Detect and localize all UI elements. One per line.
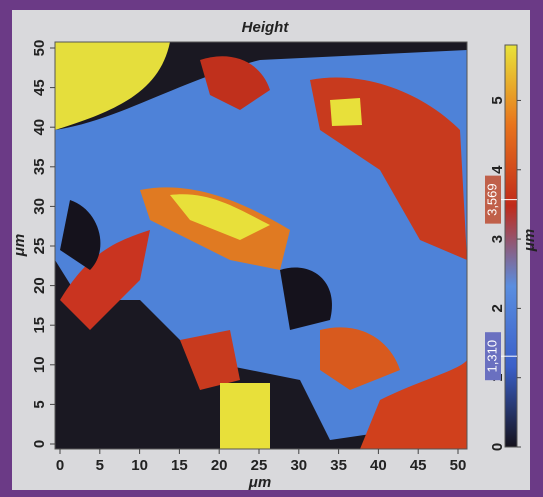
y-tick-label: 35 [31, 158, 48, 175]
x-tick-label: 0 [56, 457, 64, 474]
colorbar-tick-label: 0 [489, 443, 506, 451]
x-tick-label: 5 [96, 457, 104, 474]
chart: Height μm μm μm 051015202530354045500510… [0, 0, 543, 497]
colorbar-tick-label: 2 [489, 304, 506, 312]
y-tick-label: 50 [31, 40, 48, 57]
x-tick-label: 35 [330, 457, 347, 474]
colorbar-marker-label: 1,310 [484, 340, 499, 373]
y-tick-label: 25 [31, 238, 48, 255]
colorbar-label: μm [521, 229, 538, 252]
x-axis-label: μm [248, 474, 271, 491]
height-map [55, 42, 467, 449]
x-tick-label: 15 [171, 457, 188, 474]
y-tick-label: 30 [31, 198, 48, 215]
colorbar-tick-label: 4 [489, 165, 506, 174]
x-tick-label: 40 [370, 457, 387, 474]
y-tick-label: 0 [31, 440, 48, 448]
colorbar [505, 45, 517, 447]
y-tick-label: 15 [31, 317, 48, 334]
y-axis-label: μm [11, 234, 28, 257]
y-tick-label: 40 [31, 119, 48, 136]
y-tick-label: 5 [31, 400, 48, 408]
x-tick-label: 20 [211, 457, 228, 474]
x-tick-label: 50 [450, 457, 467, 474]
chart-title: Height [242, 19, 290, 36]
colorbar-tick-label: 3 [489, 235, 506, 243]
x-tick-label: 25 [251, 457, 268, 474]
colorbar-marker-label: 3,569 [484, 183, 499, 216]
colorbar-tick-label: 5 [489, 96, 506, 104]
y-tick-label: 10 [31, 356, 48, 373]
x-tick-label: 10 [131, 457, 148, 474]
y-tick-label: 45 [31, 79, 48, 96]
x-tick-label: 45 [410, 457, 427, 474]
y-tick-label: 20 [31, 277, 48, 294]
x-tick-label: 30 [290, 457, 307, 474]
